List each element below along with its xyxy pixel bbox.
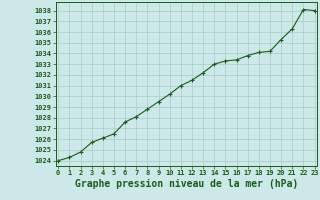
X-axis label: Graphe pression niveau de la mer (hPa): Graphe pression niveau de la mer (hPa) [75,179,298,189]
